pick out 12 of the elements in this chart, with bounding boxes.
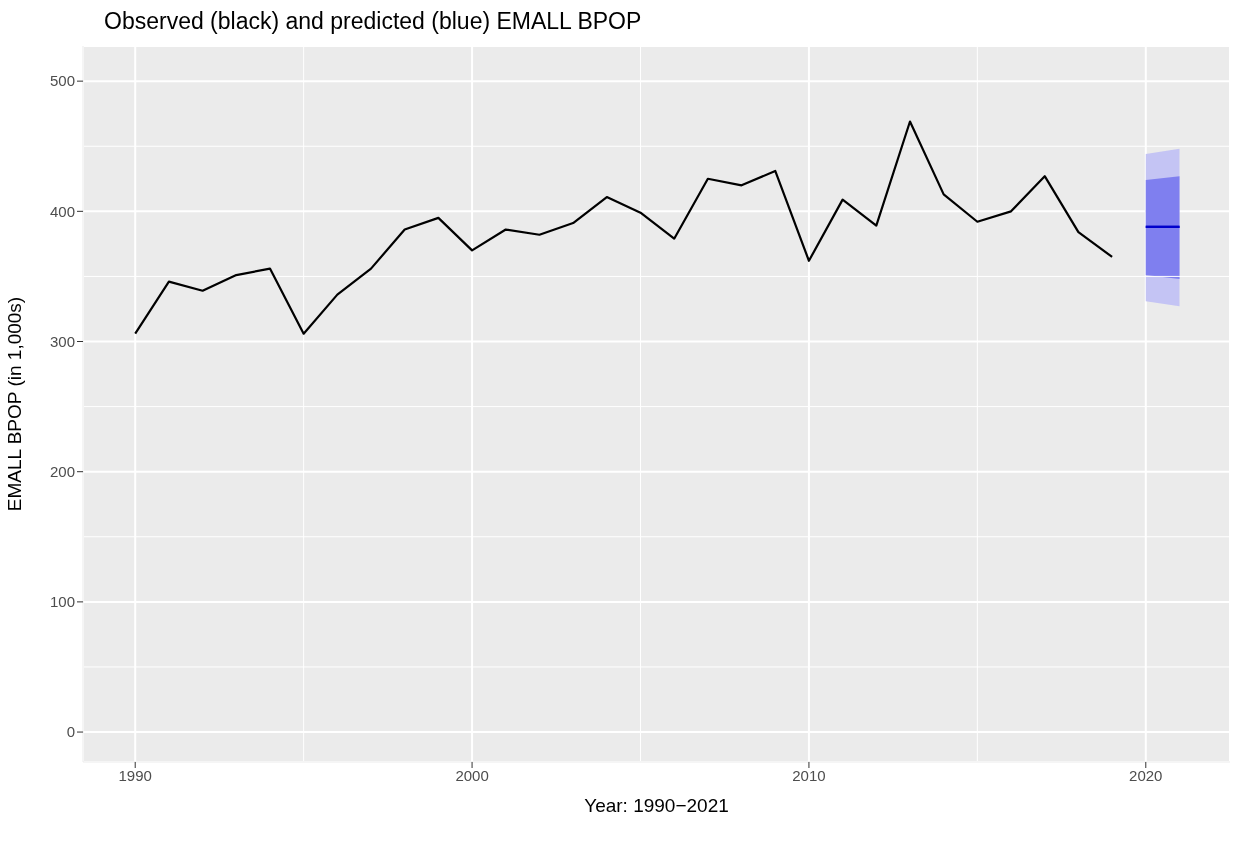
chart-title: Observed (black) and predicted (blue) EMALL BPOP	[104, 8, 643, 36]
y-tick-label: 300	[49, 332, 75, 350]
x-axis-title: Year: 1990−2021	[584, 795, 729, 816]
x-tick-label: 2020	[1129, 766, 1163, 784]
y-tick-label: 100	[49, 593, 75, 611]
y-tick-label: 400	[49, 202, 75, 220]
y-tick-label: 0	[66, 723, 75, 741]
x-tick-label: 1990	[118, 766, 152, 784]
y-tick-label: 200	[49, 463, 75, 481]
y-tick-label: 500	[49, 72, 75, 90]
x-tick-label: 2010	[792, 766, 826, 784]
x-tick-label: 2000	[455, 766, 489, 784]
